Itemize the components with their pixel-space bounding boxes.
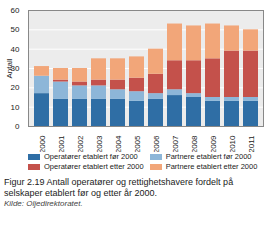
svg-text:Antall: Antall xyxy=(5,58,14,78)
svg-text:2002: 2002 xyxy=(76,135,85,152)
svg-text:2009: 2009 xyxy=(209,135,218,152)
svg-text:2005: 2005 xyxy=(133,135,142,152)
svg-text:2001: 2001 xyxy=(57,135,66,152)
svg-text:2004: 2004 xyxy=(114,135,123,152)
svg-text:40: 40 xyxy=(11,45,20,54)
html-text:Partnere etablert etter 2000: Partnere etablert etter 2000 xyxy=(165,162,258,171)
html-text:Figur 2.19 Antall operatører o: Figur 2.19 Antall operatører og rettighe… xyxy=(4,177,234,198)
svg-text:2007: 2007 xyxy=(171,135,180,152)
svg-text:60: 60 xyxy=(11,6,20,15)
svg-text:50: 50 xyxy=(11,25,20,34)
svg-text:2010: 2010 xyxy=(228,135,237,152)
svg-text:2008: 2008 xyxy=(190,135,199,152)
html-text:Partnere etablert før 2000: Partnere etablert før 2000 xyxy=(165,152,252,161)
svg-text:0: 0 xyxy=(15,122,20,131)
svg-text:2000: 2000 xyxy=(38,135,47,152)
svg-text:10: 10 xyxy=(11,103,20,112)
html-text:Kilde: Oljedirektoratet.: Kilde: Oljedirektoratet. xyxy=(4,199,83,208)
svg-text:30: 30 xyxy=(10,64,20,74)
html-text:Operatører etablert før 2000: Operatører etablert før 2000 xyxy=(44,152,138,161)
svg-text:20: 20 xyxy=(11,83,20,92)
svg-text:2011: 2011 xyxy=(247,135,256,152)
svg-text:2006: 2006 xyxy=(152,135,161,152)
svg-text:2003: 2003 xyxy=(95,135,104,152)
html-text:Operatører etablert etter 2000: Operatører etablert etter 2000 xyxy=(44,162,144,171)
